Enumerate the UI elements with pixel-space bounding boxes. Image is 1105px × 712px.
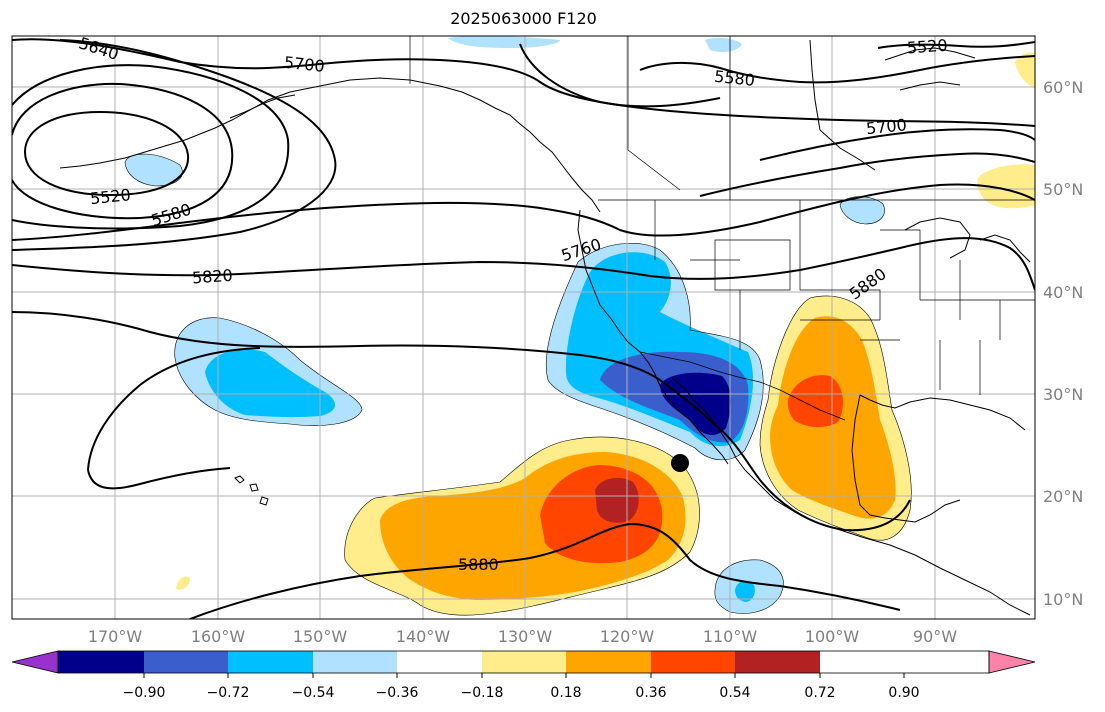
location-marker [671,454,689,472]
contour-label: 5820 [191,266,233,288]
positive-anomaly-shading [176,52,1035,616]
lon-label: 100°W [805,627,860,646]
lon-label: 90°W [913,627,957,646]
coastlines [59,39,1031,616]
colorbar-segment [228,651,313,673]
latitude-labels: 60°N 50°N 40°N 30°N 20°N 10°N [1043,78,1083,609]
lat-label: 10°N [1043,590,1083,609]
height-contours [12,38,1035,619]
colorbar-tick: 0.90 [888,685,919,701]
lon-label: 150°W [293,627,348,646]
colorbar-segment [566,651,651,673]
negative-anomaly-shading [125,36,885,614]
lon-label: 140°W [396,627,451,646]
contour-label: 5700 [865,115,907,138]
map-panel: 5640 5700 5520 5580 5820 5760 5880 5880 … [12,36,1035,619]
lon-label: 170°W [88,627,143,646]
map-title: 2025063000 F120 [450,9,597,28]
lon-label: 130°W [498,627,553,646]
colorbar-tick: −0.72 [207,685,250,701]
colorbar-segment [313,651,397,673]
contour-label: 5580 [713,67,755,90]
lat-label: 40°N [1043,283,1083,302]
colorbar-segment [651,651,735,673]
colorbar-segment [482,651,566,673]
colorbar-segment [397,651,482,673]
lat-label: 60°N [1043,78,1083,97]
lon-label: 160°W [191,627,246,646]
contour-label: 5520 [906,36,948,58]
contour-label: 5700 [283,53,325,76]
lat-label: 30°N [1043,385,1083,404]
colorbar-extend-low [11,650,59,674]
longitude-labels: 170°W 160°W 150°W 140°W 130°W 120°W 110°… [88,627,957,646]
lat-label: 20°N [1043,487,1083,506]
colorbar-segment [58,651,144,673]
colorbar: −0.90 −0.72 −0.54 −0.36 −0.18 0.18 0.36 … [11,650,1036,701]
contour-label: 5880 [458,555,499,574]
colorbar-tick: −0.90 [123,685,166,701]
colorbar-tick: 0.54 [719,685,750,701]
colorbar-segment [735,651,820,673]
colorbar-tick: −0.54 [292,685,335,701]
colorbar-extend-high [988,650,1036,674]
colorbar-segment [144,651,228,673]
political-borders [409,36,1035,421]
lon-label: 110°W [703,627,758,646]
colorbar-tick: −0.36 [376,685,419,701]
map-frame [11,35,1036,620]
colorbar-tick: 0.36 [635,685,666,701]
colorbar-tick: −0.18 [461,685,504,701]
contour-label: 5520 [89,185,131,208]
colorbar-tick: 0.72 [804,685,835,701]
graticule [12,36,1035,619]
lon-label: 120°W [600,627,655,646]
colorbar-tick: 0.18 [550,685,581,701]
lat-label: 50°N [1043,180,1083,199]
